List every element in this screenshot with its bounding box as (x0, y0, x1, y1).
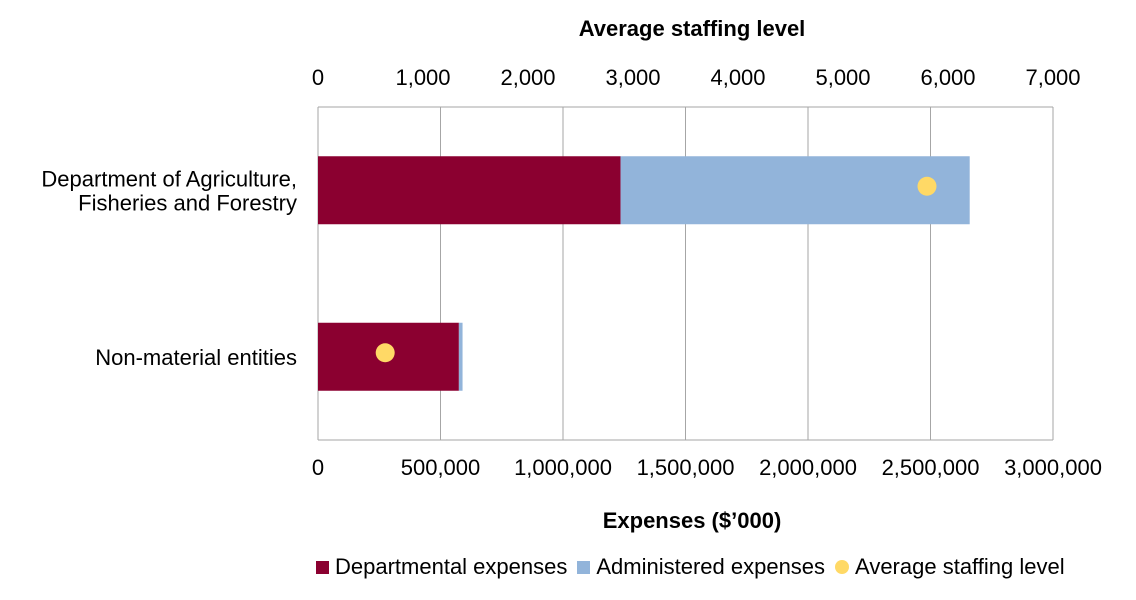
staffing-marker (375, 343, 395, 363)
legend-label-departmental: Departmental expenses (335, 554, 568, 579)
staffing-marker (917, 176, 937, 196)
bottom-axis-title: Expenses ($’000) (603, 508, 782, 533)
legend-swatch-departmental (316, 560, 329, 574)
category-labels: Department of Agriculture, Fisheries and … (41, 166, 297, 370)
bottom-tick-label: 3,000,000 (1004, 455, 1102, 480)
staffing-markers (375, 176, 937, 363)
bottom-tick-label: 2,500,000 (882, 455, 980, 480)
bottom-tick-label: 1,500,000 (637, 455, 735, 480)
legend-item-administered: Administered expenses (577, 554, 825, 580)
top-tick-label: 2,000 (500, 65, 555, 90)
bar-administered (458, 322, 463, 391)
top-tick-label: 4,000 (710, 65, 765, 90)
legend-label-administered: Administered expenses (596, 554, 826, 579)
top-axis-title: Average staffing level (579, 16, 806, 41)
top-tick-label: 0 (312, 65, 324, 90)
legend-item-departmental: Departmental expenses (316, 554, 567, 580)
legend-label-staffing: Average staffing level (855, 554, 1065, 579)
bottom-tick-label: 0 (312, 455, 324, 480)
category-label: Department of Agriculture, Fisheries and … (41, 166, 297, 215)
bar-departmental (318, 156, 621, 225)
bottom-tick-label: 2,000,000 (759, 455, 857, 480)
bar-administered (620, 156, 970, 225)
top-axis-ticks: 0 1,000 2,000 3,000 4,000 5,000 6,000 7,000 (312, 65, 1081, 90)
legend: Departmental expenses Administered expen… (316, 554, 1075, 580)
category-label: Non-material entities (95, 345, 297, 370)
top-tick-label: 5,000 (815, 65, 870, 90)
bottom-tick-label: 1,000,000 (514, 455, 612, 480)
top-tick-label: 1,000 (395, 65, 450, 90)
bottom-axis-ticks: 0 500,000 1,000,000 1,500,000 2,000,000 2,500… (312, 455, 1102, 480)
legend-marker-staffing (835, 560, 850, 574)
bars (318, 156, 970, 391)
legend-item-staffing: Average staffing level (835, 554, 1065, 580)
bottom-tick-label: 500,000 (401, 455, 481, 480)
legend-swatch-administered (577, 560, 591, 574)
top-tick-label: 6,000 (920, 65, 975, 90)
top-tick-label: 3,000 (605, 65, 660, 90)
top-tick-label: 7,000 (1025, 65, 1080, 90)
